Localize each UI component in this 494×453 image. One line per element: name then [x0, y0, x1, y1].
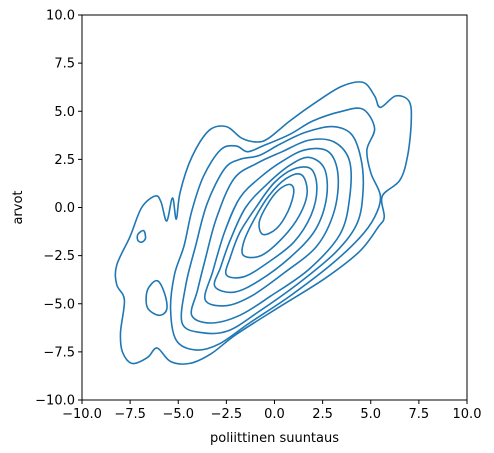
x-tick-label: −10.0 — [62, 407, 102, 422]
x-tick-label: 5.0 — [360, 407, 381, 422]
contour-level-6 — [213, 156, 329, 294]
y-tick-label: 5.0 — [54, 105, 75, 120]
contour-level-2 — [169, 107, 382, 351]
x-axis-label: poliittinen suuntaus — [210, 431, 339, 446]
x-tick-label: 7.5 — [409, 407, 430, 422]
x-tick-label: −7.5 — [114, 407, 146, 422]
x-tick-label: −2.5 — [211, 407, 243, 422]
contour-level-7 — [224, 166, 318, 279]
y-tick-label: −2.5 — [43, 249, 75, 264]
x-axis-ticks: −10.0 −7.5 −5.0 −2.5 0.0 2.5 5.0 7.5 10.0 — [62, 400, 481, 422]
y-tick-label: 0.0 — [54, 201, 75, 216]
contour-level-3 — [180, 125, 365, 335]
contour-level-1 — [114, 81, 413, 365]
contour-level-11 — [136, 229, 147, 244]
contour-level-4 — [190, 138, 352, 324]
contour-level-10 — [145, 279, 168, 317]
contour-level-8 — [241, 173, 309, 259]
x-tick-label: 2.5 — [312, 407, 333, 422]
y-tick-label: 2.5 — [54, 153, 75, 168]
y-tick-label: 7.5 — [54, 57, 75, 72]
y-tick-label: −7.5 — [43, 345, 75, 360]
contour-level-5 — [203, 147, 340, 307]
x-tick-label: 0.0 — [264, 407, 285, 422]
x-tick-label: 10.0 — [453, 407, 482, 422]
y-axis-ticks: 10.0 7.5 5.0 2.5 0.0 −2.5 −5.0 −7.5 −10.0 — [35, 9, 82, 409]
y-axis-label: arvot — [11, 190, 26, 224]
x-tick-label: −5.0 — [162, 407, 194, 422]
y-tick-label: 10.0 — [46, 9, 75, 24]
y-tick-label: −10.0 — [35, 394, 75, 409]
y-tick-label: −5.0 — [43, 297, 75, 312]
contour-level-9 — [258, 183, 295, 236]
contour-lines — [114, 81, 413, 365]
